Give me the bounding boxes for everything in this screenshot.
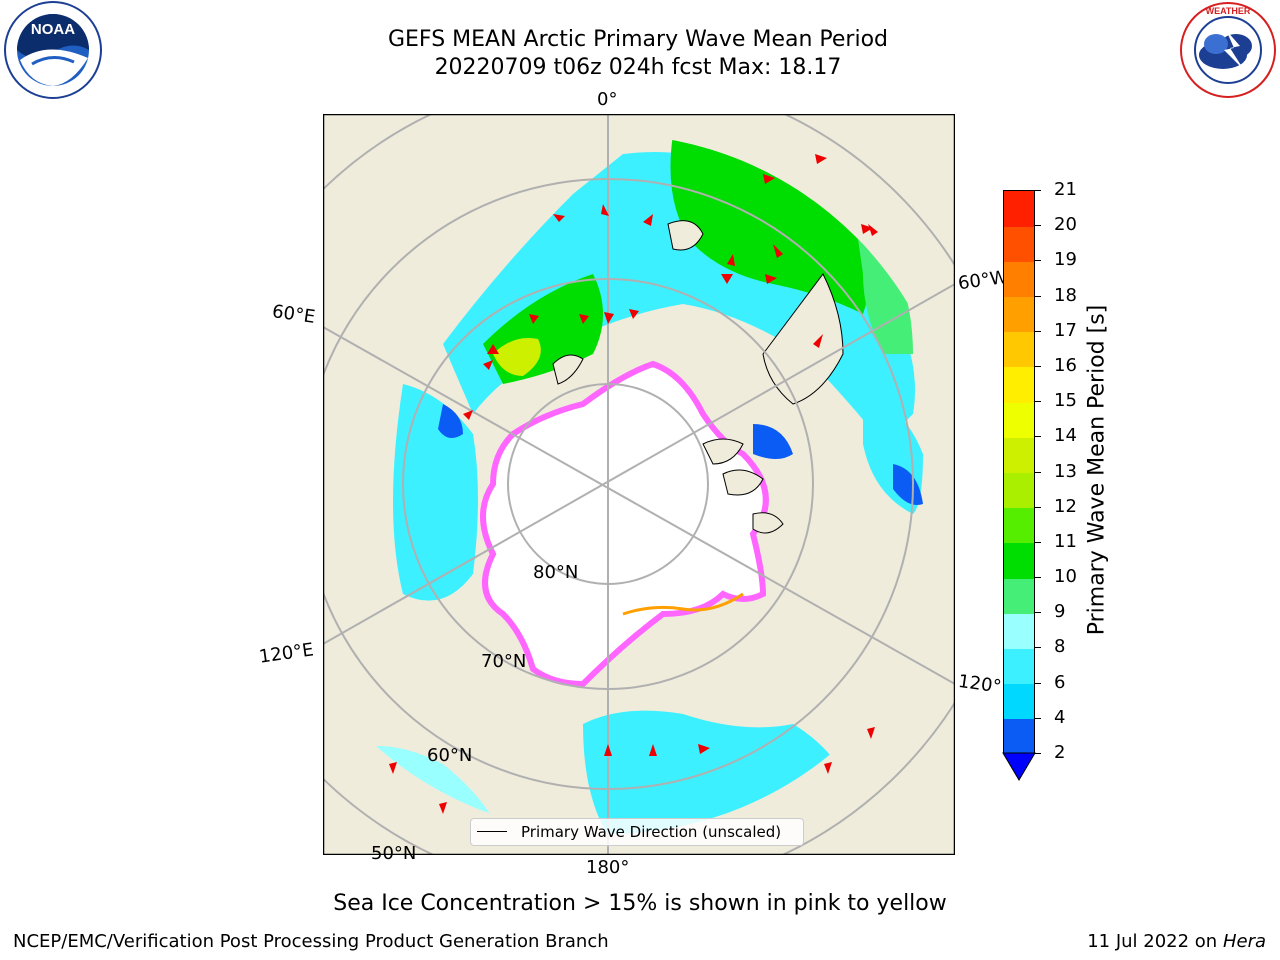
colorbar-tick-mark — [1035, 753, 1041, 754]
colorbar-tick-label: 13 — [1054, 460, 1077, 482]
colorbar-tick-label: 21 — [1054, 179, 1077, 200]
sea-ice-orange-edge — [622, 592, 744, 616]
colorbar-tick-label: 8 — [1054, 636, 1066, 658]
graticule — [323, 114, 955, 855]
colorbar-tick-mark — [1035, 190, 1041, 191]
greenland — [762, 273, 844, 405]
colorbar-tick-label: 18 — [1054, 284, 1077, 306]
colorbar-tick-mark — [1035, 717, 1041, 719]
colorbar-tick-mark — [1035, 506, 1041, 508]
legend-label: Primary Wave Direction (unscaled) — [521, 823, 782, 841]
lon-label-60w: 60°W — [956, 266, 1009, 295]
colorbar-tick-label: 17 — [1054, 319, 1077, 341]
ocean-deep-blue — [438, 404, 463, 438]
ocean-yellow-patch — [493, 338, 541, 376]
colorbar-tick-label: 14 — [1054, 425, 1077, 447]
lon-label-180: 180° — [586, 857, 630, 878]
lat-label-80: 80°N — [533, 562, 579, 583]
colorbar-tick-label: 20 — [1054, 214, 1077, 236]
colorbar-tick-mark — [1035, 577, 1041, 579]
legend-line-sample — [477, 831, 507, 832]
colorbar-tick-mark — [1035, 260, 1041, 262]
colorbar — [1003, 190, 1035, 755]
colorbar-segment — [1004, 191, 1034, 227]
colorbar-segment — [1004, 226, 1034, 262]
sea-ice-pack — [480, 360, 769, 688]
colorbar-tick-mark — [1035, 401, 1041, 403]
colorbar-segment — [1004, 437, 1034, 473]
chart-title: GEFS MEAN Arctic Primary Wave Mean Perio… — [387, 27, 888, 52]
colorbar-tick-mark — [1035, 647, 1041, 649]
colorbar-tick-mark — [1035, 330, 1041, 332]
arctic-map — [323, 114, 955, 855]
footer-host: Hera — [1222, 931, 1266, 952]
lon-label-60e: 60°E — [270, 301, 317, 328]
colorbar-label: Primary Wave Mean Period [s] — [1084, 304, 1110, 636]
colorbar-tick-label: 6 — [1054, 671, 1066, 693]
colorbar-tick-label: 4 — [1054, 706, 1066, 728]
lat-label-70: 70°N — [481, 651, 527, 672]
colorbar-segment — [1004, 507, 1034, 544]
map-legend: Primary Wave Direction (unscaled) — [470, 818, 804, 846]
colorbar-segment — [1004, 296, 1034, 333]
novaya-zemlya — [552, 354, 584, 385]
colorbar-segment — [1004, 472, 1034, 509]
colorbar-segment — [1004, 578, 1034, 614]
colorbar-underflow-triangle — [1002, 752, 1036, 781]
noaa-logo-text: NOAA — [31, 21, 75, 38]
map-frame — [323, 114, 955, 855]
ocean-baffin-blue — [753, 424, 793, 459]
footer-date: 11 Jul 2022 on — [1087, 931, 1223, 952]
chart-subtitle: 20220709 t06z 024h fcst Max: 18.17 — [434, 55, 842, 80]
colorbar-tick-label: 16 — [1054, 354, 1077, 376]
colorbar-tick-mark — [1035, 436, 1041, 438]
colorbar-tick-label: 11 — [1054, 530, 1077, 552]
colorbar-segment — [1004, 331, 1034, 368]
colorbar-tick-mark — [1035, 682, 1041, 684]
colorbar-segment — [1004, 402, 1034, 438]
lon-label-120e: 120°E — [257, 639, 315, 668]
ocean-siberian — [393, 384, 478, 601]
lon-label-0: 0° — [597, 89, 618, 110]
colorbar-tick-mark — [1035, 365, 1041, 367]
colorbar-tick-label: 12 — [1054, 495, 1077, 517]
colorbar-segment — [1004, 683, 1034, 720]
colorbar-tick-label: 15 — [1054, 390, 1077, 412]
sea-ice-caption: Sea Ice Concentration > 15% is shown in … — [333, 891, 947, 916]
colorbar-tick-label: 19 — [1054, 249, 1077, 271]
colorbar-segment — [1004, 542, 1034, 579]
svalbard — [667, 220, 704, 251]
colorbar-tick-mark — [1035, 471, 1041, 473]
colorbar-tick-label: 9 — [1054, 601, 1066, 623]
lat-label-50: 50°N — [371, 843, 417, 864]
arctic-islands — [702, 438, 784, 534]
colorbar-tick-label: 2 — [1054, 742, 1066, 763]
wave-direction-arrows — [389, 154, 878, 814]
footer-left: NCEP/EMC/Verification Post Processing Pr… — [13, 931, 609, 952]
colorbar-tick-mark — [1035, 295, 1041, 297]
colorbar-segment — [1004, 613, 1034, 649]
ocean-hudson-blue — [893, 464, 923, 505]
nws-logo: WEATHER — [1180, 2, 1276, 98]
ocean-green-zone — [670, 134, 871, 314]
colorbar-segment — [1004, 261, 1034, 298]
lat-label-60: 60°N — [427, 745, 473, 766]
footer-right: 11 Jul 2022 on Hera — [1087, 931, 1266, 952]
colorbar-tick-mark — [1035, 541, 1041, 543]
colorbar-tick-mark — [1035, 612, 1041, 614]
noaa-logo: NOAA — [4, 1, 102, 99]
colorbar-segment — [1004, 366, 1034, 403]
colorbar-tick-mark — [1035, 225, 1041, 227]
colorbar-segment — [1004, 718, 1034, 755]
colorbar-tick-label: 10 — [1054, 566, 1077, 588]
svg-text:WEATHER: WEATHER — [1206, 6, 1251, 16]
colorbar-segment — [1004, 648, 1034, 685]
